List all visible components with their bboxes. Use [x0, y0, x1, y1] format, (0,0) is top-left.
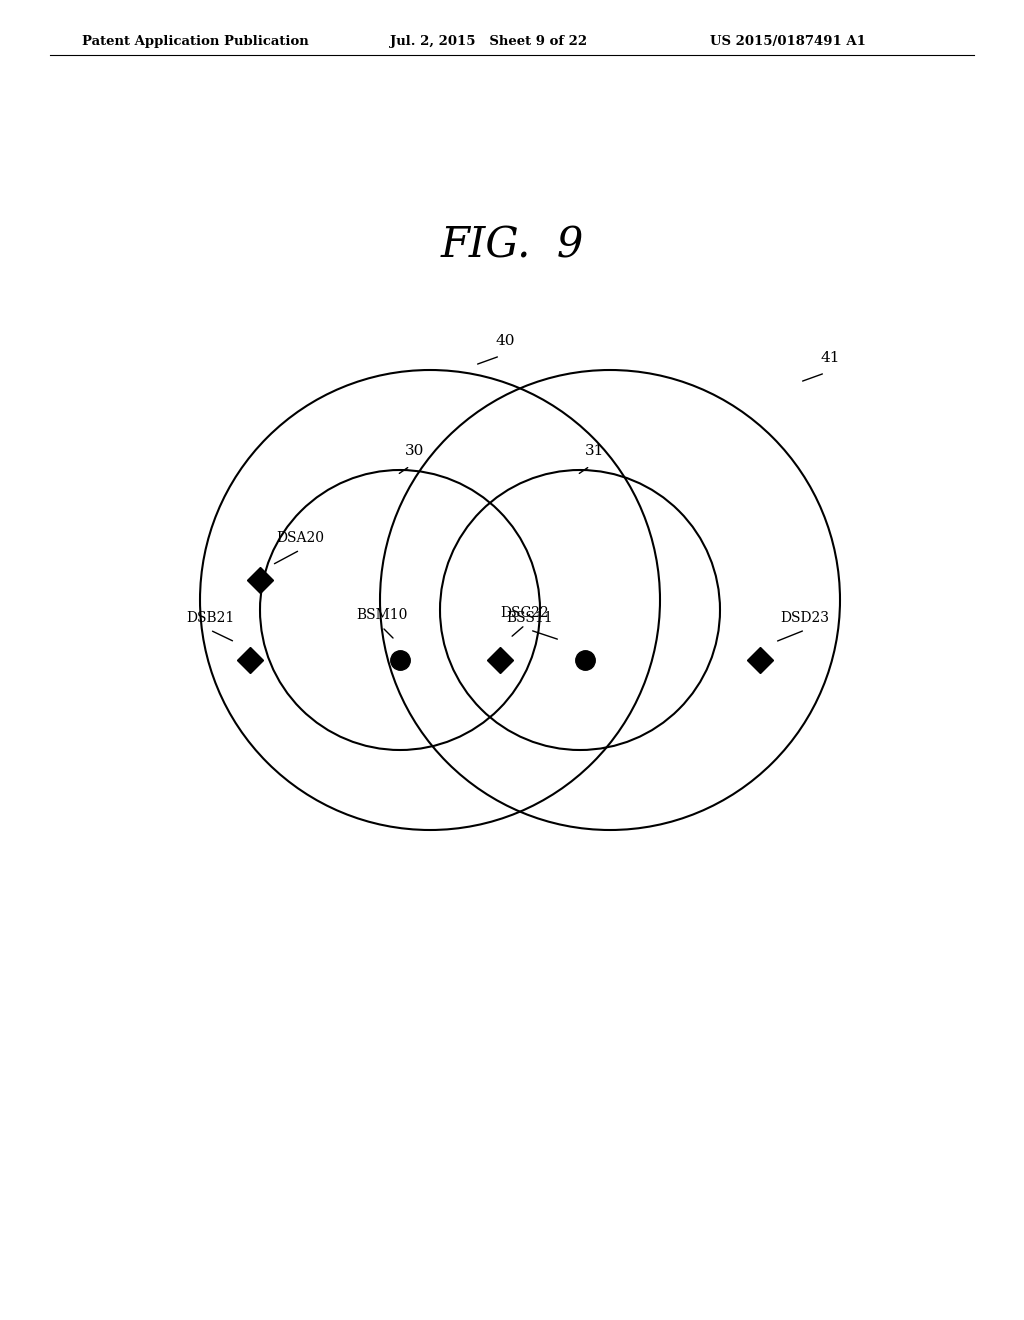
Text: Jul. 2, 2015   Sheet 9 of 22: Jul. 2, 2015 Sheet 9 of 22 — [390, 36, 587, 48]
Text: 41: 41 — [820, 351, 840, 366]
Text: Patent Application Publication: Patent Application Publication — [82, 36, 309, 48]
Text: 31: 31 — [586, 444, 605, 458]
Text: FIG.  9: FIG. 9 — [440, 224, 584, 267]
Text: DSC22: DSC22 — [501, 606, 549, 620]
Text: BSM10: BSM10 — [356, 609, 408, 622]
Text: DSA20: DSA20 — [276, 531, 324, 545]
Text: DSD23: DSD23 — [780, 611, 829, 624]
Text: BSS11: BSS11 — [507, 611, 553, 624]
Text: 40: 40 — [496, 334, 515, 348]
Text: DSB21: DSB21 — [186, 611, 234, 624]
Text: 30: 30 — [406, 444, 425, 458]
Text: US 2015/0187491 A1: US 2015/0187491 A1 — [710, 36, 866, 48]
